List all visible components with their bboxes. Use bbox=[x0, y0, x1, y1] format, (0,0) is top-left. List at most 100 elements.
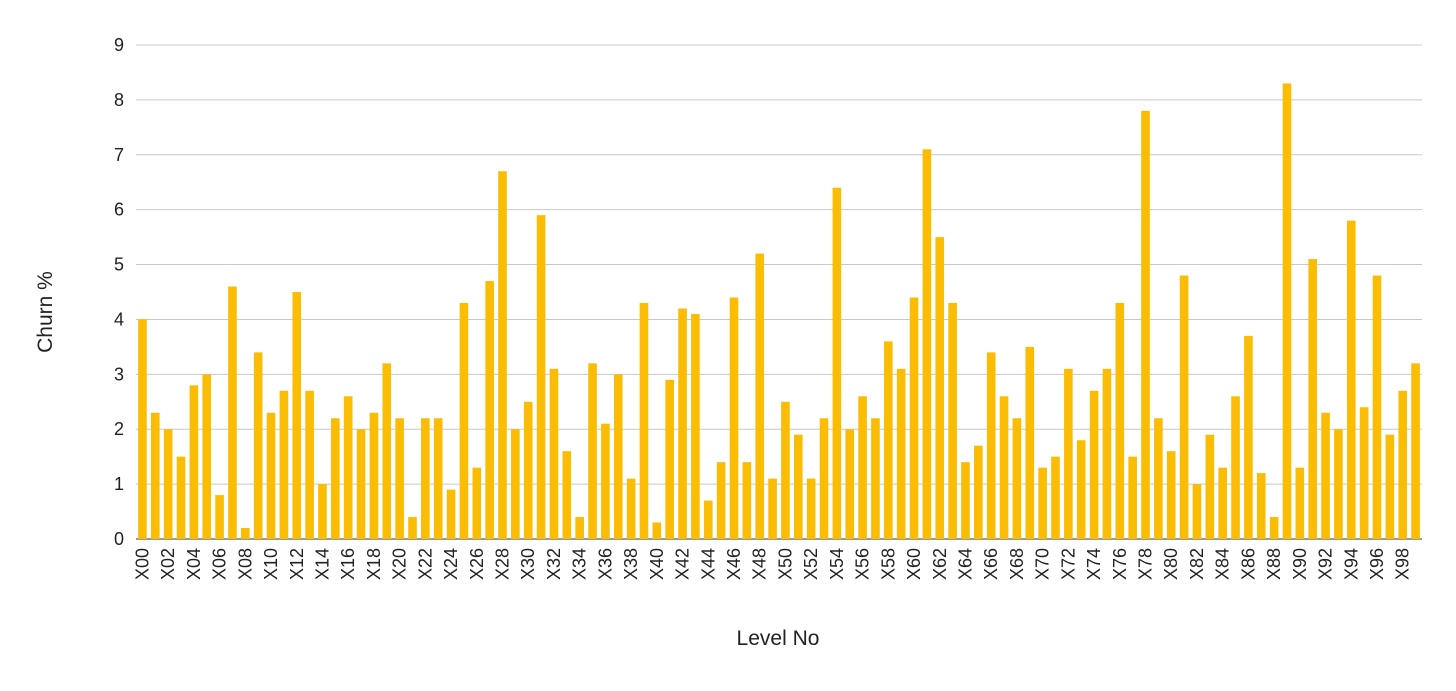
bar bbox=[536, 215, 546, 539]
bar bbox=[485, 281, 494, 539]
bar bbox=[1398, 390, 1408, 539]
bar bbox=[1205, 434, 1215, 539]
bar bbox=[716, 462, 726, 539]
bar bbox=[318, 484, 327, 539]
bar bbox=[1179, 275, 1189, 539]
x-tick-label: X18 bbox=[364, 548, 384, 580]
x-tick-label: X66 bbox=[981, 548, 1001, 580]
x-tick-label: X16 bbox=[338, 548, 358, 580]
bar bbox=[562, 451, 572, 539]
bar bbox=[858, 396, 867, 539]
x-tick-label: X54 bbox=[827, 548, 847, 580]
x-tick-label: X34 bbox=[570, 548, 590, 580]
x-tick-label: X22 bbox=[415, 548, 435, 580]
x-tick-label: X26 bbox=[467, 548, 487, 580]
bar bbox=[601, 423, 610, 539]
x-tick-label: X76 bbox=[1110, 548, 1130, 580]
bar bbox=[729, 297, 739, 539]
bar bbox=[832, 187, 842, 539]
bar bbox=[575, 517, 584, 539]
bar bbox=[999, 396, 1009, 539]
bar bbox=[421, 418, 430, 539]
bar bbox=[806, 478, 816, 539]
bar bbox=[549, 368, 559, 539]
x-tick-label: X70 bbox=[1033, 548, 1053, 580]
bar bbox=[1411, 363, 1420, 539]
y-tick-label: 9 bbox=[114, 35, 124, 55]
bar bbox=[922, 149, 932, 540]
bar bbox=[253, 352, 263, 539]
bar bbox=[1282, 83, 1292, 539]
bar bbox=[1308, 259, 1317, 539]
bar bbox=[1102, 368, 1112, 539]
bar bbox=[691, 313, 700, 539]
x-tick-label: X20 bbox=[390, 548, 410, 580]
bar bbox=[433, 418, 443, 539]
bar bbox=[511, 429, 520, 539]
bar bbox=[472, 467, 482, 539]
x-tick-label: X46 bbox=[724, 548, 744, 580]
y-tick-label: 2 bbox=[114, 419, 124, 439]
x-tick-label: X98 bbox=[1393, 548, 1413, 580]
x-tick-label: X00 bbox=[132, 548, 152, 580]
bar bbox=[241, 528, 250, 539]
x-tick-label: X30 bbox=[518, 548, 538, 580]
x-tick-label: X36 bbox=[595, 548, 615, 580]
x-tick-label: X92 bbox=[1316, 548, 1336, 580]
x-tick-label: X58 bbox=[878, 548, 898, 580]
y-axis-title: Churn % bbox=[34, 271, 57, 353]
bar bbox=[1038, 467, 1047, 539]
x-tick-label: X62 bbox=[930, 548, 950, 580]
x-tick-label: X42 bbox=[673, 548, 693, 580]
y-tick-label: 0 bbox=[114, 529, 124, 549]
bar bbox=[1346, 220, 1356, 539]
bar bbox=[871, 418, 880, 539]
bar bbox=[935, 237, 945, 539]
y-tick-label: 6 bbox=[114, 200, 124, 220]
bar bbox=[755, 253, 765, 540]
bar bbox=[459, 302, 469, 539]
x-tick-label: X40 bbox=[647, 548, 667, 580]
x-tick-label: X24 bbox=[441, 548, 461, 580]
bar bbox=[626, 478, 636, 539]
bar bbox=[1334, 429, 1343, 539]
bar bbox=[1128, 456, 1137, 539]
bar bbox=[1256, 473, 1266, 539]
bar bbox=[1025, 346, 1035, 539]
bar bbox=[176, 456, 186, 539]
x-tick-label: X78 bbox=[1136, 548, 1156, 580]
bar bbox=[948, 302, 957, 539]
bar bbox=[1154, 418, 1163, 539]
x-tick-label: X44 bbox=[698, 548, 718, 580]
bar bbox=[678, 308, 687, 539]
bar bbox=[369, 412, 379, 539]
bar bbox=[884, 341, 893, 539]
bar bbox=[768, 478, 777, 539]
bar bbox=[292, 292, 302, 539]
bar bbox=[498, 171, 507, 539]
x-tick-label: X14 bbox=[312, 548, 332, 580]
bar bbox=[356, 429, 366, 539]
bar bbox=[382, 363, 392, 539]
bar bbox=[1359, 407, 1369, 539]
bar bbox=[974, 445, 983, 539]
bar bbox=[986, 352, 996, 539]
bar bbox=[781, 401, 790, 539]
bar bbox=[1231, 396, 1240, 539]
x-tick-label: X56 bbox=[853, 548, 873, 580]
x-axis-title: Level No bbox=[737, 627, 820, 650]
bar bbox=[343, 396, 353, 539]
x-tick-label: X94 bbox=[1341, 548, 1361, 580]
bar bbox=[1244, 335, 1253, 539]
bar bbox=[1115, 302, 1125, 539]
bar bbox=[1141, 110, 1150, 539]
x-tick-label: X64 bbox=[955, 548, 975, 580]
bar bbox=[665, 379, 674, 539]
bar bbox=[1192, 484, 1202, 539]
bar bbox=[1269, 517, 1279, 539]
bar bbox=[1089, 390, 1099, 539]
bar bbox=[279, 390, 289, 539]
bar bbox=[1218, 467, 1227, 539]
x-tick-label: X60 bbox=[904, 548, 924, 580]
